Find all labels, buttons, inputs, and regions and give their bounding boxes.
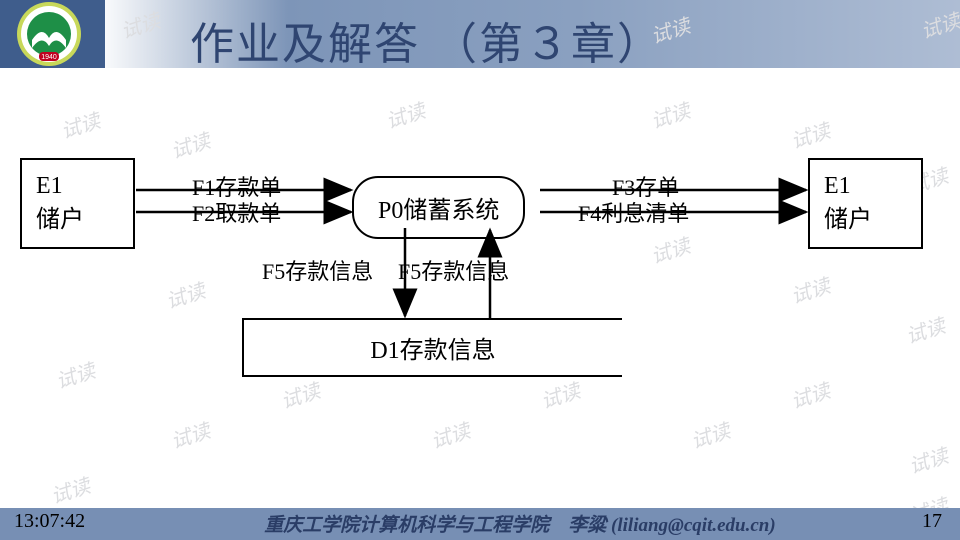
slide-title: 作业及解答 （第３章） <box>190 8 890 72</box>
process-box: P0储蓄系统 <box>352 176 525 239</box>
entity-right-name: 储户 <box>824 207 872 233</box>
school-logo: 1940 <box>12 0 87 68</box>
footer-text: 重庆工学院计算机科学与工程学院 李粱 (liliang@cqit.edu.cn) <box>200 510 840 537</box>
entity-left: E1 储户 <box>20 158 135 249</box>
flow-label-f4: F4利息清单 <box>578 196 689 228</box>
process-id: P0 <box>378 198 403 224</box>
process-name: 储蓄系统 <box>403 198 499 224</box>
entity-left-id: E1 <box>36 173 63 199</box>
datastore-name: 存款信息 <box>400 338 496 364</box>
flow-label-f2: F2取款单 <box>192 196 281 228</box>
entity-right-id: E1 <box>824 173 851 199</box>
footer-time: 13:07:42 <box>14 510 85 533</box>
flow-label-f5b: F5存款信息 <box>398 254 509 286</box>
entity-left-name: 储户 <box>36 207 84 233</box>
page-number: 17 <box>922 510 942 533</box>
datastore-box: D1存款信息 <box>242 318 622 377</box>
entity-right: E1 储户 <box>808 158 923 249</box>
svg-text:1940: 1940 <box>41 54 57 61</box>
datastore-id: D1 <box>370 338 399 364</box>
flow-label-f5a: F5存款信息 <box>262 254 373 286</box>
